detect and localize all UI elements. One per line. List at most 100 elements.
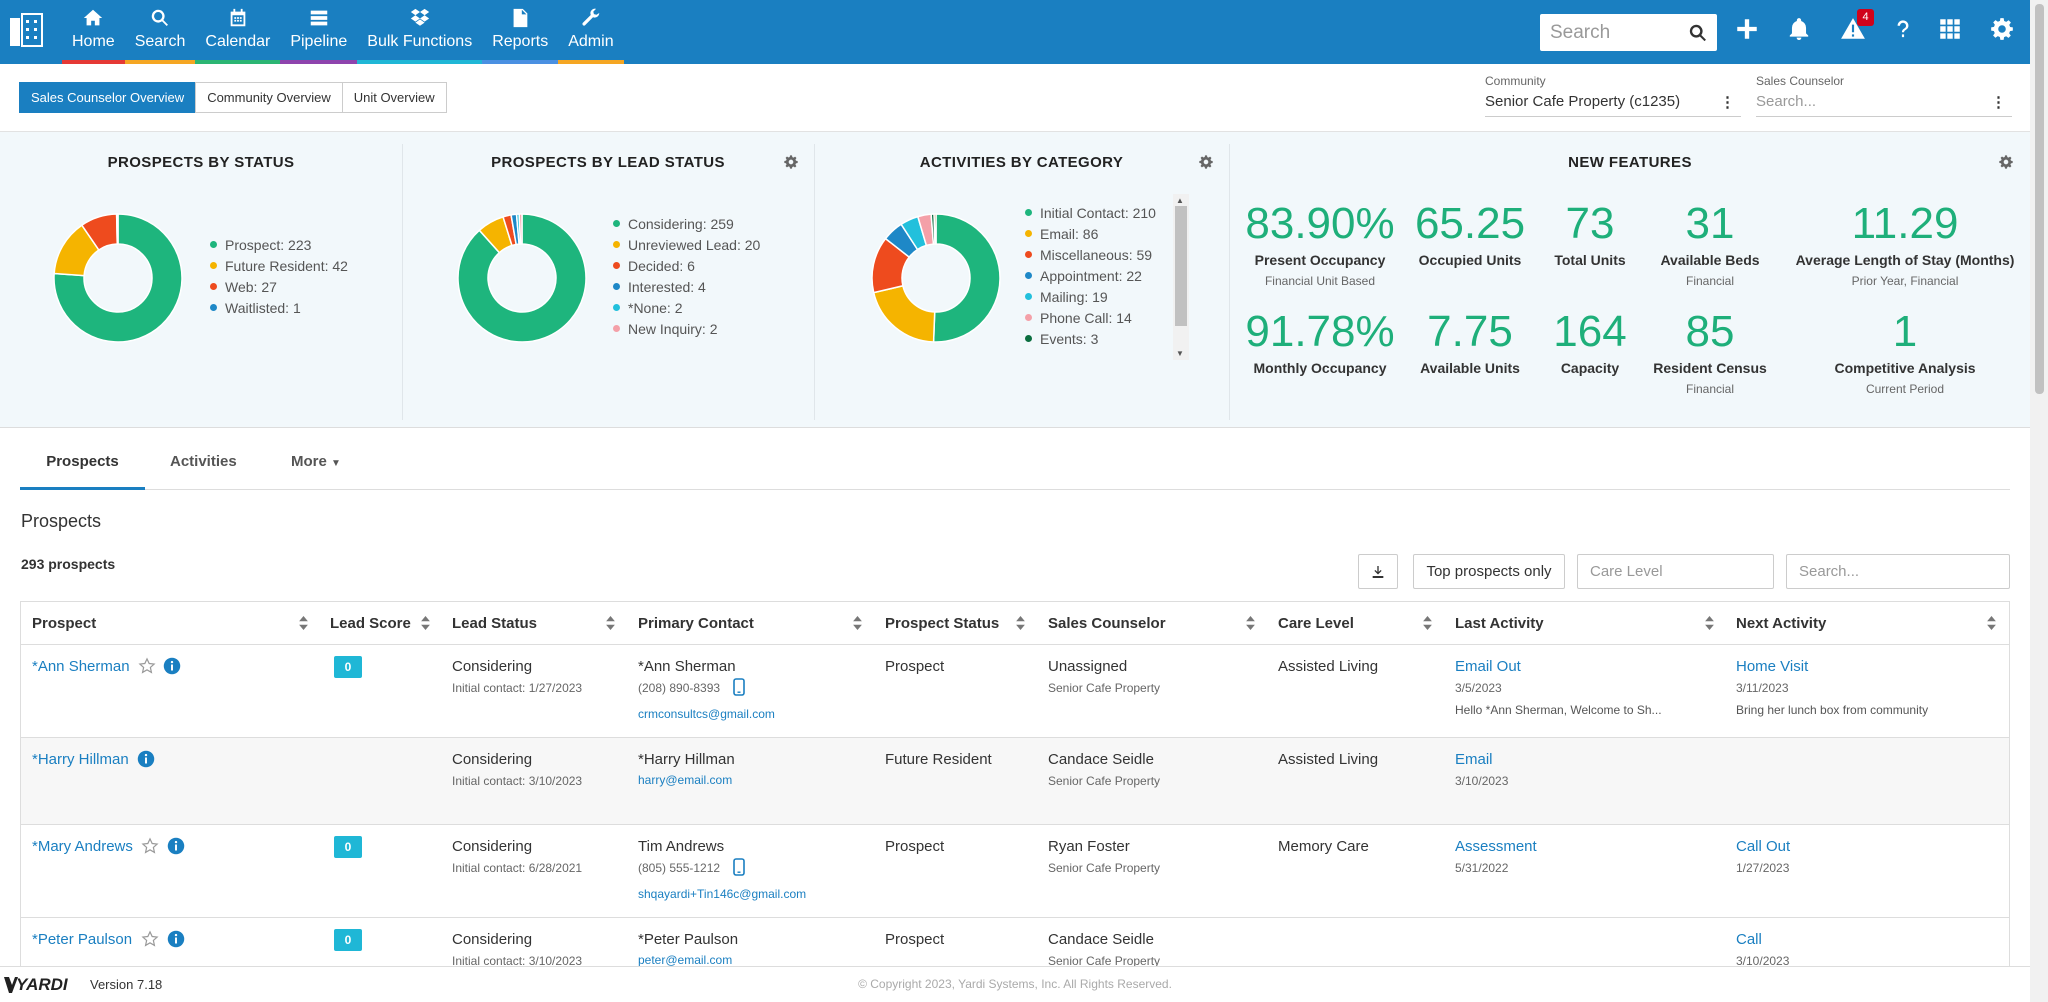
legend-item[interactable]: Waitlisted: 1 bbox=[210, 297, 348, 318]
sales-counselor-filter[interactable]: Sales Counselor Search... ⋮ bbox=[1756, 74, 2012, 117]
prospect-name-link[interactable]: *Peter Paulson bbox=[32, 931, 133, 948]
feature-present-occupancy[interactable]: 83.90% Present Occupancy Financial Unit Ba… bbox=[1230, 198, 1410, 288]
legend-item[interactable]: Web: 27 bbox=[210, 276, 348, 297]
legend-item[interactable]: Appointment: 22 bbox=[1025, 265, 1156, 286]
feature-available-units[interactable]: 7.75 Available Units bbox=[1410, 306, 1530, 382]
feature-average-length-of-stay[interactable]: 11.29 Average Length of Stay (Months) Prio… bbox=[1790, 198, 2020, 288]
legend-item[interactable]: Mailing: 19 bbox=[1025, 286, 1156, 307]
community-value[interactable]: Senior Cafe Property (c1235) bbox=[1485, 93, 1681, 110]
sort-icon[interactable] bbox=[1705, 616, 1714, 630]
donut-slice[interactable] bbox=[932, 213, 1001, 343]
tab-more[interactable]: More ▼ bbox=[291, 436, 341, 490]
scroll-down-arrow-icon[interactable]: ▼ bbox=[1176, 349, 1184, 358]
prospect-name-link[interactable]: *Ann Sherman bbox=[32, 658, 130, 675]
primary-contact-email[interactable]: shqayardi+Tin146c@gmail.com bbox=[638, 887, 807, 901]
legend-item[interactable]: Initial Contact: 210 bbox=[1025, 202, 1156, 223]
legend-item[interactable]: Decided: 6 bbox=[613, 255, 760, 276]
settings-gear-icon[interactable] bbox=[1989, 16, 2015, 42]
nav-pipeline[interactable]: Pipeline bbox=[280, 0, 358, 64]
table-row[interactable]: *Harry Hillman Considering Initial conta… bbox=[21, 738, 2009, 825]
header-sales-counselor[interactable]: Sales Counselor bbox=[1048, 615, 1166, 632]
donut-slice[interactable] bbox=[872, 284, 936, 343]
primary-contact-email[interactable]: harry@email.com bbox=[638, 773, 733, 787]
prospect-name-link[interactable]: *Harry Hillman bbox=[32, 751, 129, 768]
sort-icon[interactable] bbox=[1246, 616, 1255, 630]
header-next-activity[interactable]: Next Activity bbox=[1736, 615, 1827, 632]
legend-item[interactable]: Prospect: 223 bbox=[210, 234, 348, 255]
legend-item[interactable]: New Inquiry: 2 bbox=[613, 318, 760, 339]
feature-competitive-analysis[interactable]: 1 Competitive Analysis Current Period bbox=[1790, 306, 2020, 396]
feature-total-units[interactable]: 73 Total Units bbox=[1530, 198, 1650, 274]
header-lead-score[interactable]: Lead Score bbox=[330, 615, 411, 632]
nav-bulk-functions[interactable]: Bulk Functions bbox=[357, 0, 483, 64]
sort-icon[interactable] bbox=[421, 616, 430, 630]
feature-monthly-occupancy[interactable]: 91.78% Monthly Occupancy bbox=[1230, 306, 1410, 382]
nav-calendar[interactable]: Calendar bbox=[195, 0, 281, 64]
feature-occupied-units[interactable]: 65.25 Occupied Units bbox=[1410, 198, 1530, 274]
table-row[interactable]: *Mary Andrews 0 Considering Initial cont… bbox=[21, 825, 2009, 918]
prospects-by-status-donut[interactable] bbox=[50, 210, 186, 346]
bell-icon[interactable] bbox=[1786, 16, 1812, 42]
sales-counselor-input[interactable]: Search... bbox=[1756, 93, 1817, 110]
next-activity-link[interactable]: Call bbox=[1736, 931, 1762, 948]
primary-contact-email[interactable]: peter@email.com bbox=[638, 953, 733, 967]
sort-icon[interactable] bbox=[1423, 616, 1432, 630]
kebab-menu-icon[interactable]: ⋮ bbox=[1720, 94, 1735, 111]
info-icon[interactable] bbox=[167, 837, 185, 855]
sort-icon[interactable] bbox=[606, 616, 615, 630]
sort-icon[interactable] bbox=[1987, 616, 1996, 630]
search-icon[interactable] bbox=[1687, 22, 1709, 44]
global-search-input[interactable]: Search bbox=[1540, 14, 1717, 51]
legend-item[interactable]: Unreviewed Lead: 20 bbox=[613, 234, 760, 255]
header-lead-status[interactable]: Lead Status bbox=[452, 615, 538, 632]
header-prospect[interactable]: Prospect bbox=[32, 615, 97, 632]
legend-scrollbar-thumb[interactable] bbox=[1175, 206, 1187, 326]
community-filter[interactable]: Community Senior Cafe Property (c1235) ⋮ bbox=[1485, 74, 1741, 117]
table-search-input[interactable]: Search... bbox=[1786, 554, 2010, 589]
gear-icon[interactable] bbox=[783, 154, 799, 170]
star-icon[interactable] bbox=[141, 837, 159, 855]
tab-activities[interactable]: Activities bbox=[170, 453, 237, 470]
page-scrollbar[interactable] bbox=[2030, 0, 2048, 1002]
donut-slice[interactable] bbox=[457, 213, 587, 343]
legend-item[interactable]: Events: 3 bbox=[1025, 328, 1156, 348]
feature-available-beds[interactable]: 31 Available Beds Financial bbox=[1650, 198, 1770, 288]
sort-icon[interactable] bbox=[1016, 616, 1025, 630]
info-icon[interactable] bbox=[163, 657, 181, 675]
alert-icon[interactable] bbox=[1840, 16, 1866, 42]
category-legend-scroll[interactable]: Initial Contact: 210 Email: 86 Miscellaneo… bbox=[1025, 202, 1175, 348]
donut-slice[interactable] bbox=[933, 213, 937, 245]
prospects-by-lead-status-donut[interactable] bbox=[454, 210, 590, 346]
last-activity-link[interactable]: Email Out bbox=[1455, 658, 1521, 675]
scroll-up-arrow-icon[interactable]: ▲ bbox=[1176, 196, 1184, 205]
gear-icon[interactable] bbox=[1998, 154, 2014, 170]
mobile-phone-icon[interactable] bbox=[733, 858, 745, 876]
header-prospect-status[interactable]: Prospect Status bbox=[885, 615, 1000, 632]
table-row[interactable]: *Ann Sherman 0 Considering Initial conta… bbox=[21, 645, 2009, 738]
scrollbar-thumb[interactable] bbox=[2035, 4, 2044, 394]
star-icon[interactable] bbox=[138, 657, 156, 675]
nav-admin[interactable]: Admin bbox=[558, 0, 624, 64]
nav-search[interactable]: Search bbox=[124, 0, 196, 64]
mobile-phone-icon[interactable] bbox=[733, 678, 745, 696]
legend-item[interactable]: *None: 2 bbox=[613, 297, 760, 318]
sort-icon[interactable] bbox=[299, 616, 308, 630]
legend-item[interactable]: Phone Call: 14 bbox=[1025, 307, 1156, 328]
header-primary-contact[interactable]: Primary Contact bbox=[638, 615, 754, 632]
apps-grid-icon[interactable] bbox=[1937, 16, 1963, 42]
next-activity-link[interactable]: Call Out bbox=[1736, 838, 1791, 855]
next-activity-link[interactable]: Home Visit bbox=[1736, 658, 1809, 675]
legend-scrollbar[interactable]: ▲ ▼ bbox=[1173, 194, 1189, 360]
feature-capacity[interactable]: 164 Capacity bbox=[1530, 306, 1650, 382]
tab-prospects[interactable]: Prospects bbox=[20, 436, 145, 490]
activities-by-category-donut[interactable] bbox=[868, 210, 1004, 346]
info-icon[interactable] bbox=[137, 750, 155, 768]
last-activity-link[interactable]: Assessment bbox=[1455, 838, 1537, 855]
nav-home[interactable]: Home bbox=[62, 0, 125, 64]
primary-contact-email[interactable]: crmconsultcs@gmail.com bbox=[638, 707, 775, 721]
tab-community-overview[interactable]: Community Overview bbox=[195, 82, 343, 113]
legend-item[interactable]: Considering: 259 bbox=[613, 213, 760, 234]
legend-item[interactable]: Email: 86 bbox=[1025, 223, 1156, 244]
building-logo-icon[interactable] bbox=[6, 10, 46, 50]
download-button[interactable] bbox=[1358, 554, 1398, 589]
